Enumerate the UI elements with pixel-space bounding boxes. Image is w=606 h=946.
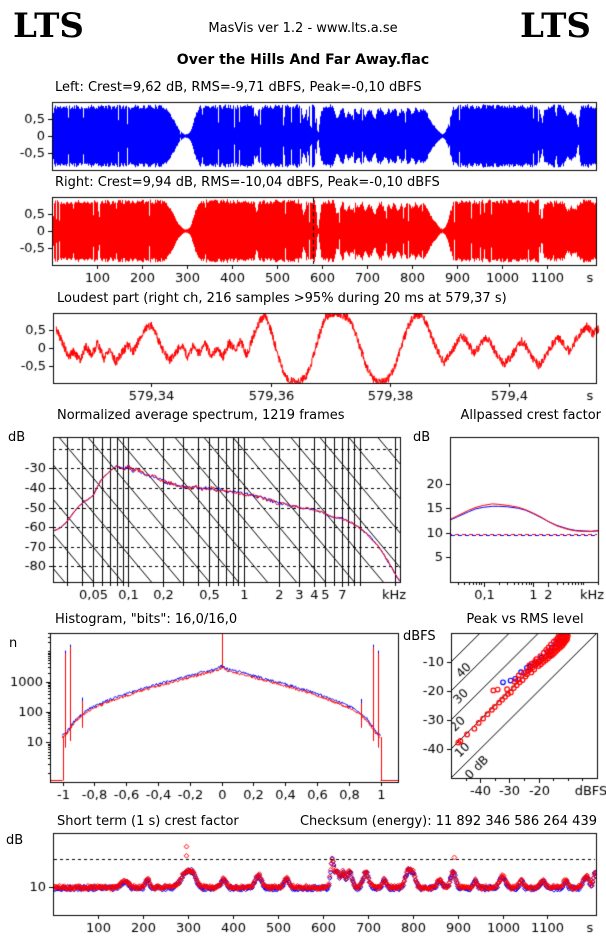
average-spectrum-chart — [0, 430, 410, 605]
peak-vs-rms-chart — [410, 612, 606, 808]
short-term-title: Short term (1 s) crest factor — [57, 814, 239, 829]
spectrum-title: Normalized average spectrum, 1219 frames — [57, 408, 345, 423]
loudest-part-chart — [0, 307, 606, 407]
allpassed-crest-chart — [410, 430, 606, 605]
allpassed-title: Allpassed crest factor — [460, 408, 601, 423]
histogram-chart — [0, 612, 410, 808]
file-title: Over the Hills And Far Away.flac — [176, 52, 430, 68]
short-term-crest-chart — [0, 826, 606, 946]
left-channel-stats: Left: Crest=9,62 dB, RMS=-9,71 dBFS, Pea… — [55, 80, 422, 95]
left-waveform-chart — [0, 96, 606, 180]
right-waveform-chart — [0, 191, 606, 290]
app-version: MasVis ver 1.2 - www.lts.a.se — [208, 21, 398, 36]
logo-right: LTS — [520, 6, 591, 46]
checksum-label: Checksum (energy): 11 892 346 586 264 43… — [299, 814, 597, 829]
loudest-part-title: Loudest part (right ch, 216 samples >95%… — [57, 291, 507, 306]
logo-left: LTS — [13, 6, 84, 46]
